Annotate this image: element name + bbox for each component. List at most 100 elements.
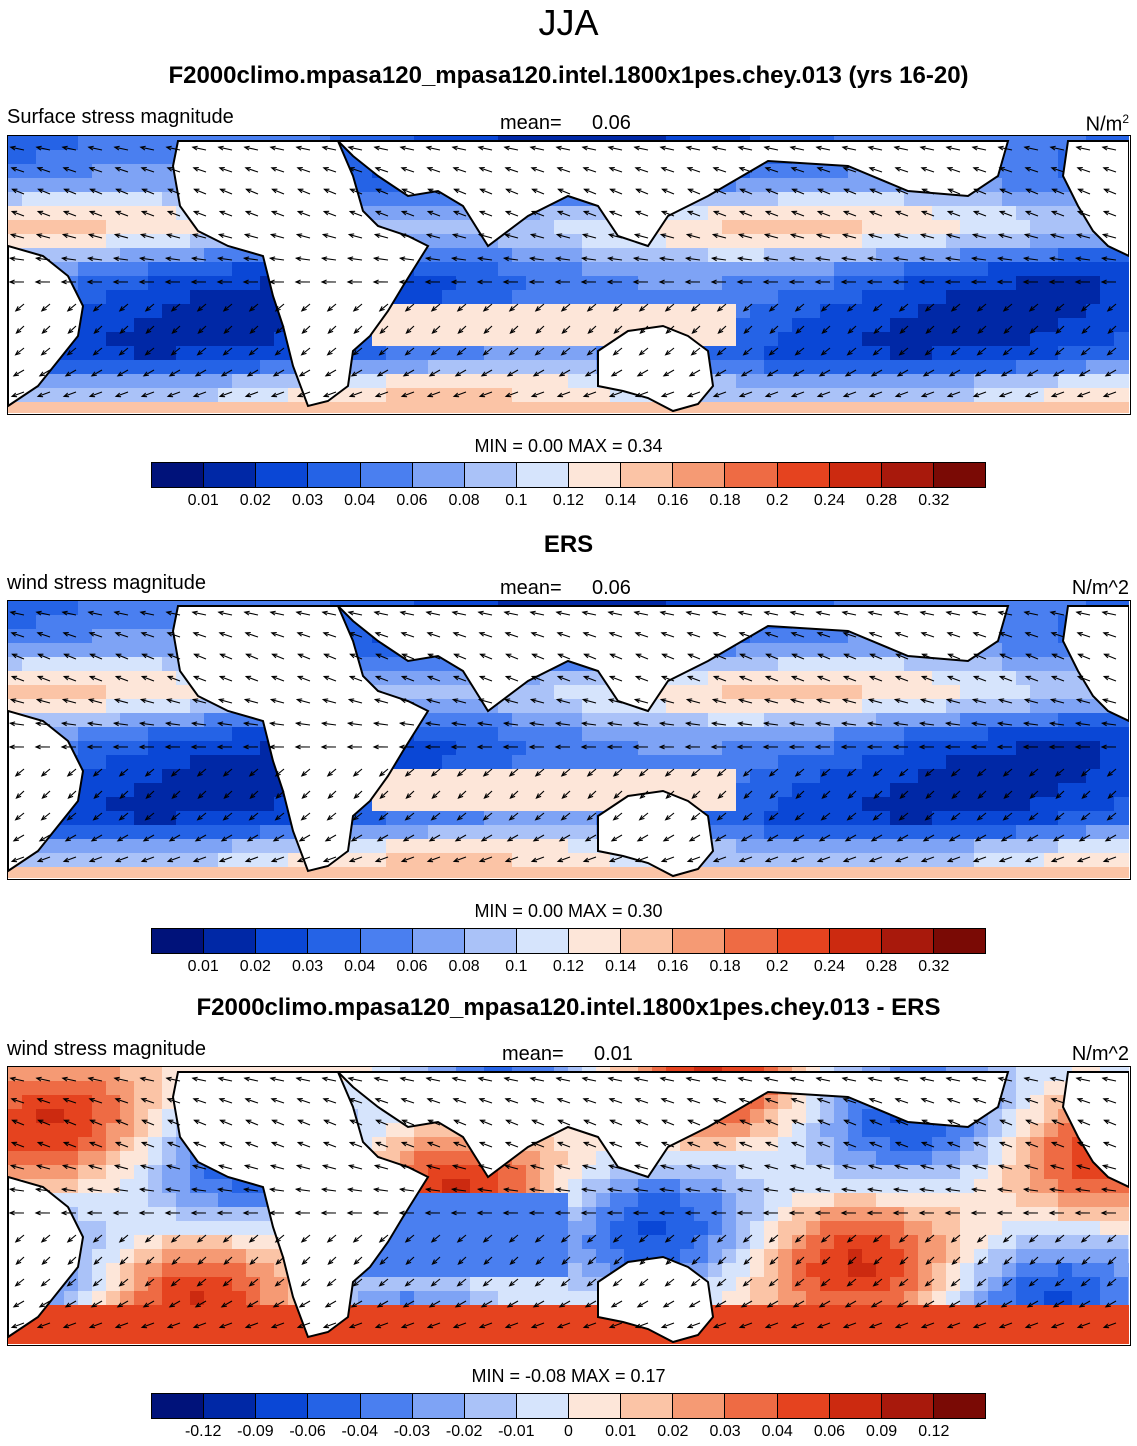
colorbar-swatch [360, 1394, 413, 1418]
colorbar-tick-label: 0.2 [766, 958, 789, 975]
colorbar-tick-label: 0.03 [291, 958, 324, 975]
colorbar-tick-label: 0.28 [866, 492, 898, 509]
panel-1-colorbar-ticks: 0.01 0.02 0.03 0.04 0.06 0.08 0.1 0.12 0.14 0.16 0… [0, 492, 1137, 514]
panel-2-colorbar [151, 928, 986, 954]
panel-2-minmax: MIN = 0.00 MAX = 0.30 [474, 901, 663, 921]
colorbar-tick-label: 0.03 [291, 492, 324, 509]
colorbar-tick-label: 0.32 [918, 492, 950, 509]
panel-1-mean-label: mean= [500, 112, 562, 134]
colorbar-tick-label: 0.04 [344, 492, 376, 509]
colorbar-swatch [621, 463, 674, 487]
colorbar-swatch [204, 929, 257, 953]
panel-1-left-label: Surface stress magnitude [7, 106, 234, 128]
colorbar-swatch [673, 1394, 726, 1418]
colorbar-tick-label: 0.18 [709, 492, 741, 509]
colorbar-swatch [412, 1394, 465, 1418]
colorbar-swatch [256, 929, 309, 953]
panel-2-title: ERS [543, 531, 594, 558]
panel-2-mean-label: mean= [500, 577, 562, 599]
panel-1-colorbar [151, 462, 986, 488]
colorbar-swatch [412, 929, 465, 953]
colorbar-tick-label: 0.24 [813, 492, 846, 509]
colorbar-tick-label: 0.12 [918, 1423, 950, 1440]
panel-3-mean-label: mean= [502, 1043, 564, 1065]
colorbar-swatch [621, 1394, 674, 1418]
panel-3-units: N/m^2 [1071, 1043, 1129, 1065]
colorbar-swatch [725, 1394, 778, 1418]
colorbar-tick-label: 0.12 [552, 492, 585, 509]
colorbar-tick-label: 0.09 [866, 1423, 898, 1440]
colorbar-swatch [256, 463, 309, 487]
colorbar-swatch [152, 929, 205, 953]
panel-2-map-svg [8, 601, 1129, 878]
colorbar-tick-label: 0.18 [709, 958, 741, 975]
colorbar-tick-label: 0.14 [605, 492, 637, 509]
colorbar-tick-label: 0.32 [918, 958, 950, 975]
colorbar-tick-label: 0.04 [761, 1423, 793, 1440]
colorbar-swatch [152, 1394, 205, 1418]
colorbar-swatch [360, 929, 413, 953]
colorbar-swatch [516, 929, 569, 953]
panel-1-mean-value: 0.06 [592, 112, 631, 134]
panel-3-left-label: wind stress magnitude [7, 1038, 206, 1060]
colorbar-swatch [933, 1394, 985, 1418]
panel-3-minmax: MIN = -0.08 MAX = 0.17 [471, 1366, 666, 1386]
panel-1-title: F2000climo.mpasa120_mpasa120.intel.1800x… [168, 62, 969, 89]
colorbar-swatch [516, 1394, 569, 1418]
colorbar-swatch [569, 463, 622, 487]
panel-2-units: N/m^2 [1071, 577, 1129, 599]
panel-3-title: F2000climo.mpasa120_mpasa120.intel.1800x… [196, 994, 941, 1021]
colorbar-swatch [516, 463, 569, 487]
panel-2-mean-value: 0.06 [592, 577, 631, 599]
colorbar-swatch [881, 1394, 934, 1418]
colorbar-swatch [152, 463, 205, 487]
colorbar-swatch [621, 929, 674, 953]
colorbar-tick-label: 0.01 [187, 958, 219, 975]
colorbar-swatch [673, 929, 726, 953]
colorbar-swatch [933, 929, 985, 953]
colorbar-tick-label: 0.06 [396, 958, 428, 975]
colorbar-swatch [829, 929, 882, 953]
colorbar-swatch [464, 929, 517, 953]
colorbar-tick-label: 0.04 [344, 958, 376, 975]
colorbar-tick-label: 0.16 [657, 958, 689, 975]
colorbar-swatch [881, 929, 934, 953]
panel-1-map-svg [8, 136, 1129, 413]
colorbar-swatch [412, 463, 465, 487]
figure-title: JJA [538, 2, 599, 43]
colorbar-swatch [933, 463, 985, 487]
colorbar-tick-label: 0 [564, 1423, 573, 1440]
colorbar-tick-label: 0.28 [866, 958, 898, 975]
colorbar-tick-label: 0.01 [605, 1423, 637, 1440]
colorbar-swatch [204, 463, 257, 487]
colorbar-tick-label: -0.04 [341, 1423, 378, 1440]
colorbar-tick-label: 0.08 [448, 492, 480, 509]
colorbar-tick-label: -0.03 [393, 1423, 431, 1440]
colorbar-swatch [777, 463, 830, 487]
colorbar-swatch [569, 1394, 622, 1418]
panel-1-units: N/m2 [1085, 112, 1129, 136]
panel-1-map [7, 135, 1131, 415]
colorbar-swatch [673, 463, 726, 487]
colorbar-tick-label: 0.1 [505, 492, 528, 509]
colorbar-swatch [308, 929, 361, 953]
colorbar-tick-label: 0.06 [813, 1423, 846, 1440]
colorbar-swatch [777, 929, 830, 953]
colorbar-tick-label: 0.06 [396, 492, 428, 509]
colorbar-tick-label: -0.06 [289, 1423, 326, 1440]
panel-3-colorbar [151, 1393, 986, 1419]
colorbar-tick-label: 0.03 [709, 1423, 741, 1440]
panel-2-left-label: wind stress magnitude [7, 572, 206, 594]
colorbar-tick-label: 0.14 [605, 958, 637, 975]
colorbar-swatch [881, 463, 934, 487]
colorbar-tick-label: -0.09 [237, 1423, 274, 1440]
colorbar-tick-label: 0.24 [813, 958, 846, 975]
colorbar-tick-label: -0.12 [184, 1423, 222, 1440]
colorbar-swatch [829, 463, 882, 487]
colorbar-tick-label: 0.08 [448, 958, 480, 975]
colorbar-tick-label: 0.16 [657, 492, 689, 509]
colorbar-tick-label: 0.1 [505, 958, 528, 975]
colorbar-tick-label: 0.01 [187, 492, 219, 509]
panel-3-map [7, 1066, 1131, 1346]
colorbar-swatch [308, 463, 361, 487]
